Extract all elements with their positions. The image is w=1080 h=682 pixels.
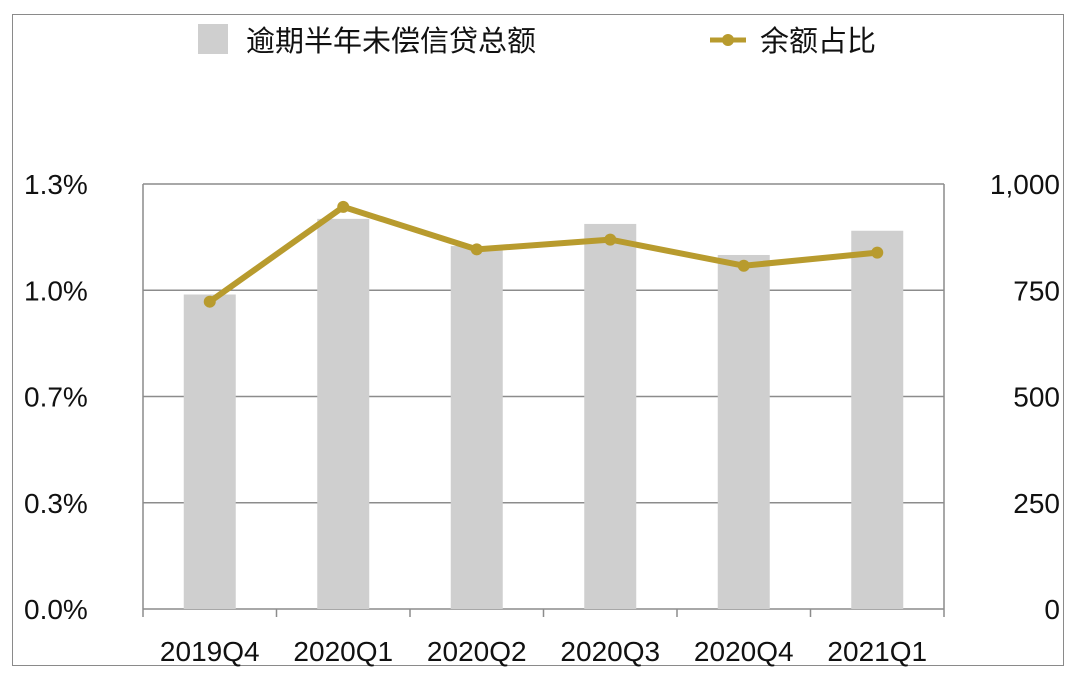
y-right-tick-label: 1,000 xyxy=(990,169,1060,200)
legend-swatch-marker xyxy=(722,34,734,46)
gridlines xyxy=(142,183,945,617)
ratio-point xyxy=(470,243,483,256)
y-left-tick-label: 1.0% xyxy=(24,275,88,306)
legend-swatch-bars xyxy=(198,24,228,54)
y-right-tick-label: 750 xyxy=(1013,275,1060,306)
x-tick-label: 2019Q4 xyxy=(160,636,260,667)
ratio-point xyxy=(737,259,750,272)
bars xyxy=(183,218,904,610)
x-tick-label: 2020Q3 xyxy=(560,636,660,667)
bar xyxy=(450,246,503,610)
bar xyxy=(183,294,236,609)
legend-label-bars: 逾期半年未偿信贷总额 xyxy=(246,24,536,58)
ratio-point xyxy=(203,295,216,308)
y-left-tick-label: 1.3% xyxy=(24,169,88,200)
y-right-tick-label: 250 xyxy=(1013,488,1060,519)
y-right-tick-label: 0 xyxy=(1044,594,1060,625)
bar xyxy=(584,223,637,609)
legend-label-line: 余额占比 xyxy=(760,24,876,58)
ratio-line-path xyxy=(208,203,878,305)
y-right-tick-label: 500 xyxy=(1013,382,1060,413)
y-left-tick-label: 0.7% xyxy=(24,382,88,413)
bar xyxy=(317,218,370,609)
ratio-point xyxy=(604,233,617,246)
bar xyxy=(851,230,904,609)
x-tick-label: 2020Q4 xyxy=(694,636,794,667)
axis-ticks: 0.0% 0 0.3% 250 0.7% 500 1.0% 750 1.3% 1,000 2019Q… xyxy=(24,169,1060,667)
bar xyxy=(717,254,770,609)
legend: 逾期半年未偿信贷总额 余额占比 xyxy=(198,24,876,58)
y-left-tick-label: 0.0% xyxy=(24,594,88,625)
x-tick-label: 2021Q1 xyxy=(827,636,927,667)
ratio-point xyxy=(337,200,350,213)
ratio-point xyxy=(871,246,884,259)
x-tick-label: 2020Q2 xyxy=(427,636,527,667)
ratio-line xyxy=(203,200,884,308)
y-left-tick-label: 0.3% xyxy=(24,488,88,519)
x-tick-label: 2020Q1 xyxy=(293,636,393,667)
